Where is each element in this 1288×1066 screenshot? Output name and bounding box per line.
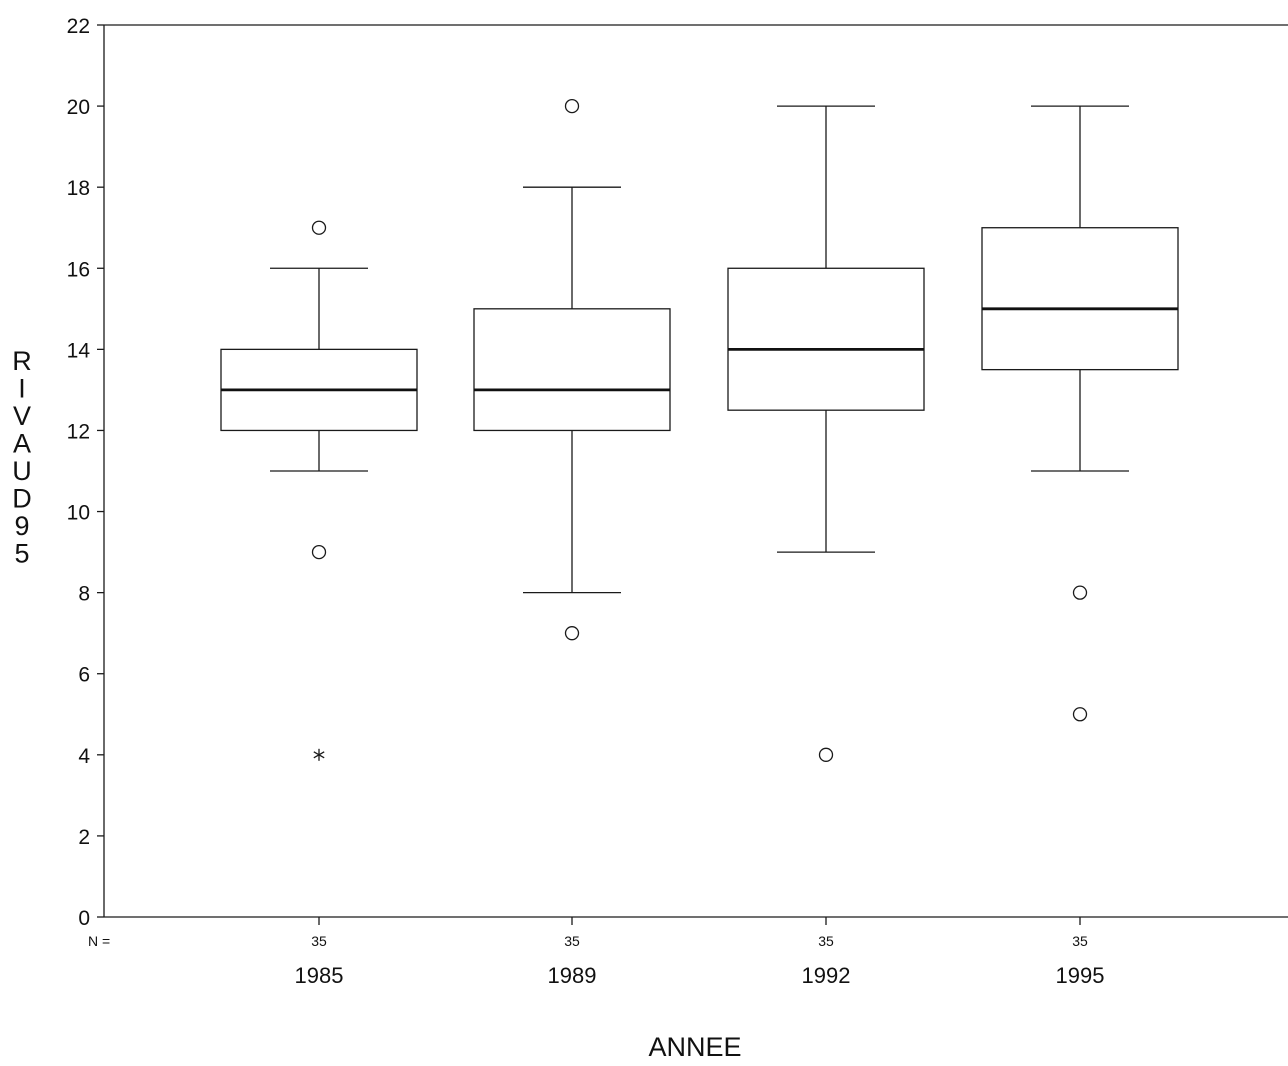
y-axis-title-letter: U xyxy=(12,456,32,486)
y-tick-label: 10 xyxy=(67,502,90,525)
x-category-label: 1995 xyxy=(1056,963,1105,988)
outlier-point xyxy=(1072,707,1088,722)
box-1995 xyxy=(981,105,1179,722)
box-series xyxy=(220,98,1179,762)
outlier-point xyxy=(1072,585,1088,600)
x-axis: N = 35 1985 35 1989 35 1992 35 1995 xyxy=(88,917,1104,988)
y-tick-label: 2 xyxy=(78,826,90,849)
y-axis-title-letter: 5 xyxy=(14,539,29,569)
x-axis-title: ANNEE xyxy=(648,1032,741,1062)
y-tick-label: 12 xyxy=(67,420,90,443)
plot-frame xyxy=(103,24,1288,918)
outlier-point xyxy=(564,98,580,114)
extreme-point xyxy=(313,748,325,761)
x-category-label: 1985 xyxy=(295,963,344,988)
x-category-label: 1992 xyxy=(802,963,851,988)
y-tick-label: 22 xyxy=(67,15,90,38)
y-tick-label: 20 xyxy=(67,96,90,119)
y-tick-label: 16 xyxy=(67,258,90,281)
box-1985 xyxy=(220,220,418,761)
outlier-point xyxy=(564,626,580,641)
outlier-point xyxy=(818,747,834,762)
n-prefix-label: N = xyxy=(88,933,110,949)
y-tick-label: 8 xyxy=(78,583,90,606)
y-axis-title-letter: 9 xyxy=(14,511,29,541)
x-category-label: 1989 xyxy=(548,963,597,988)
y-tick-label: 0 xyxy=(78,907,90,930)
n-count-label: 35 xyxy=(1072,933,1088,949)
n-count-label: 35 xyxy=(564,933,580,949)
y-tick-label: 14 xyxy=(67,339,91,362)
y-axis-title-letter: V xyxy=(13,401,31,431)
outlier-point xyxy=(311,220,327,235)
box-1992 xyxy=(727,105,925,762)
y-axis-title-letter: I xyxy=(18,374,26,404)
iqr-box xyxy=(981,227,1179,371)
y-tick-label: 6 xyxy=(78,664,90,687)
y-axis-title-letter: A xyxy=(13,429,31,459)
iqr-box xyxy=(727,267,925,411)
n-count-label: 35 xyxy=(311,933,327,949)
y-axis-title-letter: D xyxy=(12,484,32,514)
iqr-box xyxy=(473,308,671,432)
y-tick-label: 4 xyxy=(78,745,90,768)
y-tick-label: 18 xyxy=(67,177,90,200)
y-axis-title-letter: R xyxy=(12,346,32,376)
box-1989 xyxy=(473,98,671,641)
y-axis: 0 2 4 6 8 10 12 14 16 18 20 22 xyxy=(67,15,104,930)
n-count-label: 35 xyxy=(818,933,834,949)
outlier-point xyxy=(311,544,327,560)
